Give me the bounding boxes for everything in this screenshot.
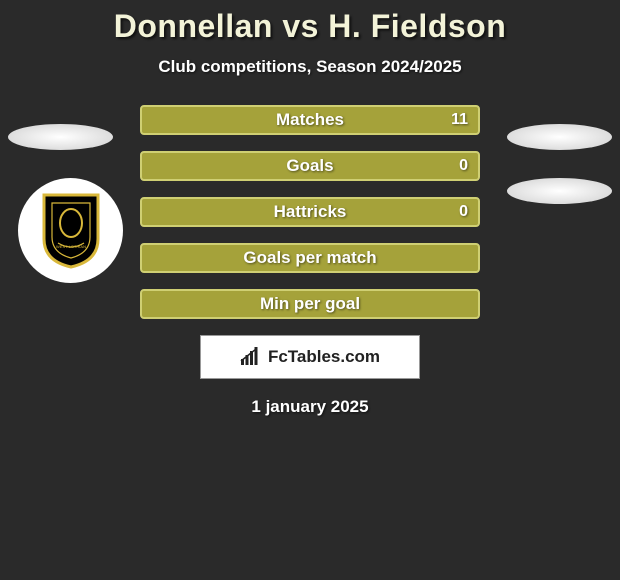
player-left-placeholder [8, 124, 113, 150]
club-badge: WEST LOTHIAN [18, 178, 123, 283]
stat-row-hattricks: Hattricks 0 [140, 197, 480, 227]
stat-row-min-per-goal: Min per goal [140, 289, 480, 319]
shield-icon: WEST LOTHIAN [40, 193, 102, 269]
player-right-placeholder-2 [507, 178, 612, 204]
subtitle: Club competitions, Season 2024/2025 [0, 57, 620, 77]
bar-chart-icon [240, 347, 262, 367]
stat-label: Goals [286, 156, 333, 176]
stat-label: Goals per match [243, 248, 376, 268]
comparison-card: Donnellan vs H. Fieldson Club competitio… [0, 0, 620, 417]
stat-label: Matches [276, 110, 344, 130]
stat-row-goals: Goals 0 [140, 151, 480, 181]
stat-right-value: 0 [459, 157, 468, 175]
stat-row-matches: Matches 11 [140, 105, 480, 135]
stat-label: Min per goal [260, 294, 360, 314]
stat-right-value: 11 [451, 111, 468, 129]
attribution-box[interactable]: FcTables.com [200, 335, 420, 379]
page-title: Donnellan vs H. Fieldson [0, 8, 620, 45]
generation-date: 1 january 2025 [0, 397, 620, 417]
attribution-text: FcTables.com [268, 347, 380, 367]
stats-list: Matches 11 Goals 0 Hattricks 0 Goals per… [140, 105, 480, 319]
stat-label: Hattricks [274, 202, 347, 222]
stat-row-goals-per-match: Goals per match [140, 243, 480, 273]
stat-right-value: 0 [459, 203, 468, 221]
player-right-placeholder-1 [507, 124, 612, 150]
svg-text:WEST LOTHIAN: WEST LOTHIAN [56, 244, 86, 249]
